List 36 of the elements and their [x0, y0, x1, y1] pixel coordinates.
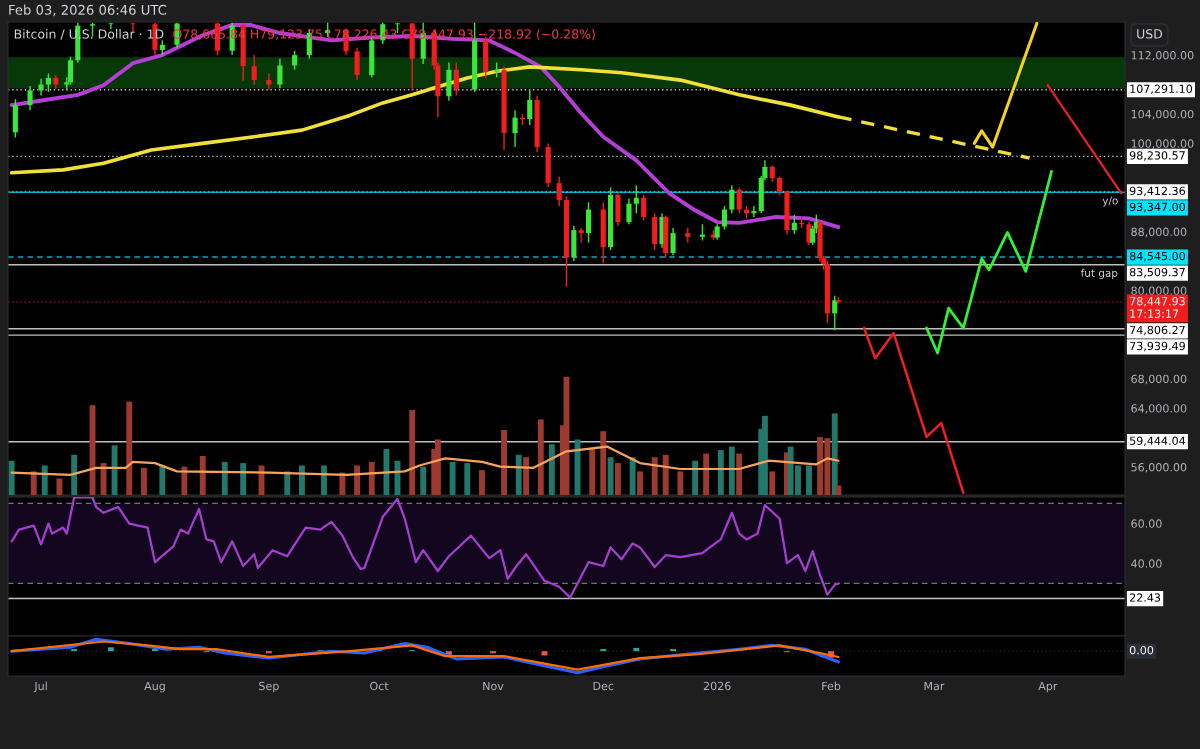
y-tick-label: 80,000.00 — [1131, 286, 1187, 297]
ref-line-label: 83,509.37 — [1129, 267, 1185, 278]
ref-line-label: 78,447.93 17:13:17 — [1130, 297, 1185, 318]
x-tick-label: Feb — [822, 681, 841, 691]
x-tick-label: Oct — [370, 681, 389, 691]
y-tick-label: 104,000.00 — [1131, 109, 1194, 120]
y-tick-label: 64,000.00 — [1131, 404, 1187, 414]
x-tick-label: Jul — [33, 681, 47, 693]
x-tick-label: 2026 — [703, 681, 731, 691]
y-tick-label: 68,000.00 — [1131, 374, 1187, 385]
y-tick-label: 40.00 — [1131, 559, 1162, 568]
ref-line-label: 22.43 — [1129, 593, 1161, 602]
chart-title: Feb 03, 2026 06:46 UTC — [9, 4, 167, 17]
ref-line-label: 98,230.57 — [1129, 151, 1185, 161]
x-tick-label: Sep — [259, 681, 279, 693]
annotation: fut gap — [1080, 268, 1118, 279]
ref-line-label: 0.00 — [1129, 645, 1154, 655]
y-axis-title: USD — [1137, 29, 1163, 39]
x-tick-label: Nov — [483, 681, 504, 691]
ref-line-label: 93,412.36 — [1129, 186, 1186, 197]
y-tick-label: 112,000.00 — [1131, 51, 1194, 61]
y-tick-label: 88,000.00 — [1131, 227, 1187, 238]
ref-line-label: 59,444.04 — [1130, 436, 1186, 447]
x-tick-label: Apr — [1038, 681, 1058, 693]
ref-line-label: 74,806.27 — [1130, 325, 1185, 336]
y-tick-label: 56,000.00 — [1131, 463, 1187, 473]
ref-line-label: 93,347.00 — [1129, 202, 1185, 213]
x-tick-label: Mar — [924, 681, 945, 691]
y-tick-label: 60.00 — [1131, 519, 1162, 528]
y-tick-label: 100,000.00 — [1131, 139, 1194, 149]
ref-line-label: 84,545.00 — [1129, 251, 1185, 262]
x-tick-label: Dec — [593, 681, 614, 691]
annotation: y/o — [1102, 196, 1118, 207]
ref-line-label: 73,939.49 — [1130, 341, 1185, 352]
x-tick-label: Aug — [144, 681, 165, 693]
ref-line-label: 107,291.10 — [1130, 84, 1193, 95]
